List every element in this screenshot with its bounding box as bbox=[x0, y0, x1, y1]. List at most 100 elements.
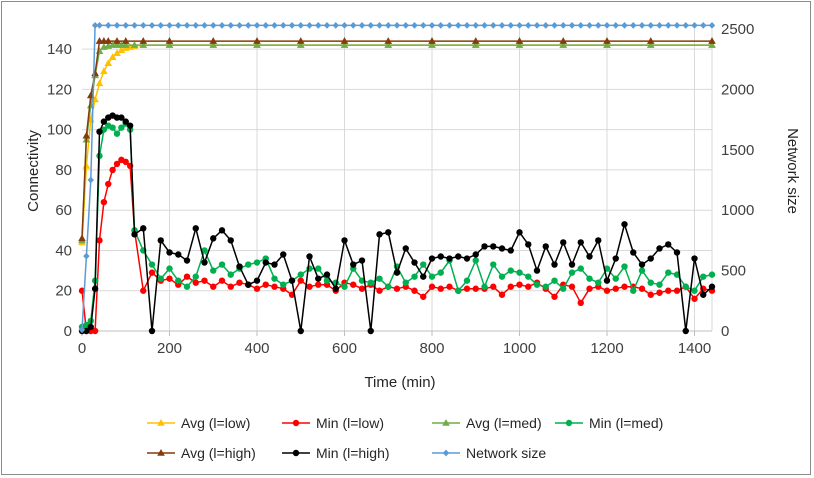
legend-item-avg-med: Avg (l=med) bbox=[432, 415, 542, 431]
data-point bbox=[393, 269, 401, 276]
data-point bbox=[91, 21, 99, 29]
legend-label: Avg (l=low) bbox=[181, 415, 250, 431]
data-point bbox=[446, 21, 453, 29]
data-point bbox=[428, 37, 436, 44]
data-point bbox=[525, 273, 532, 280]
data-point bbox=[91, 69, 99, 77]
data-point bbox=[385, 283, 392, 290]
data-point bbox=[140, 225, 147, 232]
data-point bbox=[280, 281, 287, 288]
data-point bbox=[192, 21, 199, 29]
data-point bbox=[288, 277, 296, 284]
x-axis-title: Time (min) bbox=[364, 374, 435, 391]
data-point bbox=[665, 21, 672, 29]
data-point bbox=[402, 245, 409, 252]
x-tick-label: 0 bbox=[78, 340, 86, 357]
data-point bbox=[271, 283, 278, 290]
data-point bbox=[498, 291, 506, 298]
data-point bbox=[515, 41, 524, 48]
data-point bbox=[621, 263, 628, 270]
data-point bbox=[656, 289, 663, 296]
data-point bbox=[280, 21, 287, 29]
data-point bbox=[471, 41, 480, 48]
data-point bbox=[367, 21, 374, 29]
data-point bbox=[209, 37, 218, 44]
data-point bbox=[673, 287, 681, 294]
data-point bbox=[148, 21, 156, 29]
y-tick-label: 20 bbox=[55, 283, 72, 300]
data-point bbox=[358, 21, 366, 29]
data-point bbox=[420, 261, 427, 268]
data-point bbox=[446, 283, 453, 290]
data-point bbox=[113, 37, 121, 44]
data-point bbox=[113, 160, 121, 168]
data-point bbox=[437, 285, 444, 292]
legend-label: Avg (l=high) bbox=[181, 445, 256, 461]
legend-item-min-low: Min (l=low) bbox=[282, 415, 384, 431]
data-point bbox=[708, 271, 716, 278]
data-point bbox=[358, 257, 366, 264]
x-tick-label: 1000 bbox=[503, 340, 536, 357]
data-point bbox=[621, 283, 628, 290]
data-point bbox=[525, 283, 532, 290]
x-tick-label: 1200 bbox=[590, 340, 623, 357]
data-point bbox=[455, 253, 462, 260]
y-axis-title: Connectivity bbox=[25, 130, 42, 212]
data-point bbox=[428, 21, 436, 29]
legend-swatch-marker bbox=[157, 419, 165, 426]
data-point bbox=[393, 285, 401, 292]
data-point bbox=[140, 287, 147, 294]
data-point bbox=[78, 326, 86, 334]
legend-swatch-marker bbox=[442, 449, 450, 457]
data-point bbox=[665, 287, 672, 294]
data-point bbox=[638, 261, 646, 268]
data-point bbox=[218, 227, 226, 234]
data-point bbox=[148, 261, 156, 268]
data-point bbox=[507, 247, 514, 254]
data-point bbox=[192, 273, 199, 280]
data-point bbox=[700, 21, 707, 29]
data-point bbox=[533, 267, 541, 274]
legend-label: Network size bbox=[466, 445, 546, 461]
data-point bbox=[665, 241, 672, 248]
series-min-med bbox=[78, 120, 716, 331]
y-tick-label: 80 bbox=[55, 162, 72, 179]
data-point bbox=[340, 37, 349, 44]
data-point bbox=[551, 293, 558, 300]
data-point bbox=[210, 21, 217, 29]
data-point bbox=[350, 281, 357, 288]
data-point bbox=[323, 277, 331, 284]
data-point bbox=[87, 176, 94, 184]
data-point bbox=[105, 21, 112, 29]
data-point bbox=[516, 21, 523, 29]
data-point bbox=[341, 237, 348, 244]
data-point bbox=[542, 283, 549, 290]
data-point bbox=[472, 21, 479, 29]
data-point bbox=[271, 275, 278, 282]
y2-tick-label: 2000 bbox=[721, 81, 754, 98]
data-point bbox=[140, 21, 147, 29]
series-min-high bbox=[78, 112, 716, 335]
data-point bbox=[297, 21, 304, 29]
data-point bbox=[516, 281, 523, 288]
data-point bbox=[175, 21, 182, 29]
data-point bbox=[481, 21, 488, 29]
data-point bbox=[227, 237, 234, 244]
data-point bbox=[341, 283, 348, 290]
data-point bbox=[210, 267, 217, 274]
data-point bbox=[376, 287, 383, 294]
data-point bbox=[245, 21, 252, 29]
data-point bbox=[577, 299, 584, 307]
data-point bbox=[166, 265, 173, 272]
data-point bbox=[516, 229, 523, 236]
data-point bbox=[437, 269, 444, 276]
data-point bbox=[568, 283, 576, 290]
data-point bbox=[384, 41, 393, 48]
data-point bbox=[411, 287, 418, 294]
data-point bbox=[455, 287, 462, 294]
data-point bbox=[297, 277, 304, 284]
data-point bbox=[498, 245, 506, 252]
data-point bbox=[525, 241, 532, 248]
data-point bbox=[113, 21, 121, 29]
